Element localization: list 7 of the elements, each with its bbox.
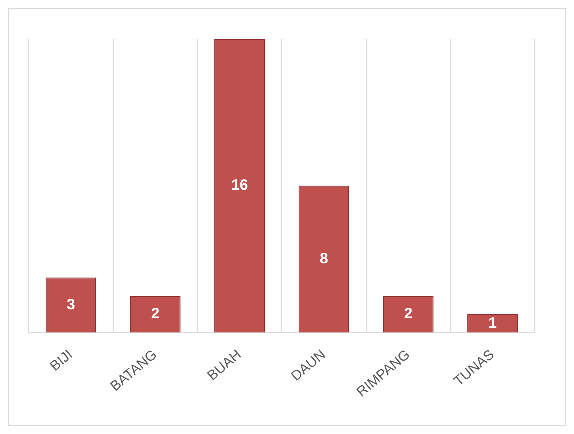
data-label: 2 [404, 306, 413, 323]
data-label: 2 [151, 306, 160, 323]
data-label: 8 [320, 250, 328, 268]
data-label: 16 [231, 177, 248, 194]
x-tick-label: BIJI [46, 346, 76, 374]
data-label: 3 [66, 296, 76, 314]
data-label: 1 [488, 314, 498, 332]
